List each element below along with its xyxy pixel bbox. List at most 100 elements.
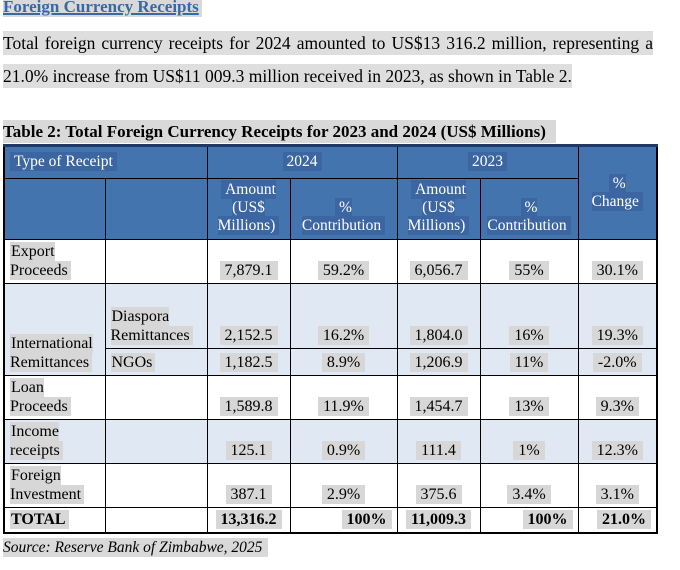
- amount-2024-cell: 125.1: [206, 419, 291, 464]
- contribution-2023-cell: 11%: [479, 348, 579, 376]
- header-percent-change: % Change: [577, 145, 658, 240]
- table-row-total: TOTAL 13,316.2 100% 11,009.3 100% 21.0%: [3, 507, 658, 534]
- header-percent-change-label: % Change: [591, 173, 643, 211]
- table-row-loan-proceeds: Loan Proceeds 1,589.8 11.9% 1,454.7 13% …: [3, 375, 658, 420]
- amount-2023-value: 6,056.7: [409, 261, 468, 280]
- header-group-2023-label: 2023: [468, 152, 507, 171]
- contribution-2023-cell: 55%: [479, 239, 579, 284]
- contribution-2024-value: 16.2%: [317, 326, 370, 345]
- amount-2024-value: 2,152.5: [219, 326, 278, 345]
- contribution-2023-cell: 100%: [479, 507, 579, 534]
- header-amount-2024: Amount (US$ Millions): [206, 178, 291, 240]
- table-caption: Table 2: Total Foreign Currency Receipts…: [3, 120, 657, 143]
- amount-2023-cell: 6,056.7: [396, 239, 481, 284]
- header-type-of-receipt-label: Type of Receipt: [10, 152, 117, 171]
- contribution-2024-value: 100%: [341, 510, 392, 529]
- header-group-2023: 2023: [396, 145, 579, 179]
- category-cell: TOTAL: [3, 507, 106, 534]
- percent-change-value: 9.3%: [595, 397, 639, 416]
- contribution-2024-cell: 8.9%: [289, 348, 398, 376]
- amount-2023-value: 375.6: [415, 485, 462, 504]
- contribution-2023-cell: 1%: [479, 419, 579, 464]
- category-label: Income receipts: [10, 422, 63, 460]
- table-row-ngos: NGOs 1,182.5 8.9% 1,206.9 11% -2.0%: [4, 348, 658, 376]
- header-type-of-receipt: Type of Receipt: [3, 145, 208, 179]
- category-cell: International Remittances: [3, 283, 106, 376]
- header-contribution-2023: % Contribution: [479, 178, 579, 240]
- amount-2024-value: 7,879.1: [219, 261, 278, 280]
- table-row-income-receipts: Income receipts 125.1 0.9% 111.4 1% 12.3…: [3, 419, 658, 464]
- amount-2023-cell: 11,009.3: [396, 507, 481, 534]
- header-amount-2023: Amount (US$ Millions): [396, 178, 481, 240]
- amount-2023-cell: 1,206.9: [396, 348, 481, 376]
- amount-2023-cell: 1,454.7: [396, 375, 481, 420]
- contribution-2023-value: 13%: [509, 397, 549, 416]
- subcategory-cell: [104, 419, 208, 464]
- amount-2024-cell: 1,589.8: [206, 375, 291, 420]
- contribution-2023-value: 55%: [509, 261, 549, 280]
- percent-change-value: 12.3%: [591, 441, 643, 460]
- contribution-2023-cell: 3.4%: [479, 463, 579, 508]
- percent-change-cell: 19.3%: [577, 283, 658, 349]
- header-group-2024-label: 2024: [282, 152, 322, 171]
- contribution-2024-value: 8.9%: [321, 353, 366, 372]
- document-page: Foreign Currency Receipts Total foreign …: [3, 0, 658, 558]
- percent-change-value: 3.1%: [595, 485, 639, 504]
- subcategory-cell: Diaspora Remittances: [104, 283, 208, 349]
- category-cell: Export Proceeds: [3, 239, 106, 284]
- category-cell: Loan Proceeds: [3, 375, 106, 420]
- percent-change-cell: 21.0%: [577, 507, 658, 534]
- subcategory-label: NGOs: [110, 353, 156, 372]
- category-label: Foreign Investment: [10, 466, 85, 504]
- source-note: Source: Reserve Bank of Zimbabwe, 2025: [3, 538, 657, 558]
- amount-2024-value: 125.1: [225, 441, 272, 460]
- contribution-2023-value: 3.4%: [507, 485, 551, 504]
- amount-2023-value: 1,804.0: [409, 326, 468, 345]
- source-note-text: Source: Reserve Bank of Zimbabwe, 2025: [3, 538, 269, 557]
- header-row-groups: Type of Receipt 2024 2023 % Change: [3, 145, 658, 240]
- category-label: Loan Proceeds: [10, 378, 71, 416]
- percent-change-value: 21.0%: [597, 510, 651, 529]
- subcategory-label: Diaspora Remittances: [110, 307, 193, 345]
- contribution-2023-cell: 16%: [479, 283, 579, 349]
- category-cell: Foreign Investment: [3, 463, 106, 508]
- header-empty-cell: [104, 178, 208, 240]
- intro-paragraph-text: Total foreign currency receipts for 2024…: [3, 31, 653, 88]
- amount-2024-cell: 387.1: [206, 463, 291, 508]
- amount-2023-value: 111.4: [416, 441, 461, 460]
- header-contribution-2024: % Contribution: [289, 178, 398, 240]
- subcategory-cell: [104, 375, 208, 420]
- header-amount-2023-label: Amount (US$ Millions): [407, 180, 470, 235]
- amount-2023-value: 11,009.3: [405, 510, 472, 529]
- amount-2024-value: 1,182.5: [219, 353, 278, 372]
- table-row-diaspora-remittances: International Remittances Diaspora Remit…: [3, 283, 658, 376]
- percent-change-cell: 9.3%: [577, 375, 658, 420]
- contribution-2024-value: 59.2%: [317, 261, 370, 280]
- header-contribution-2023-label: % Contribution: [487, 198, 571, 235]
- contribution-2023-value: 11%: [509, 353, 549, 372]
- amount-2023-cell: 1,804.0: [396, 283, 481, 349]
- amount-2024-value: 387.1: [225, 485, 272, 504]
- amount-2024-cell: 1,182.5: [206, 348, 291, 376]
- amount-2024-value: 1,589.8: [219, 397, 278, 416]
- category-label: Export Proceeds: [10, 242, 71, 280]
- total-label: TOTAL: [10, 510, 69, 529]
- amount-2024-value: 13,316.2: [215, 510, 282, 529]
- header-row-sub: Amount (US$ Millions) % Contribution Amo…: [3, 178, 657, 240]
- header-contribution-2024-label: % Contribution: [301, 198, 386, 235]
- page-title: Foreign Currency Receipts: [3, 0, 657, 17]
- contribution-2024-cell: 2.9%: [289, 463, 398, 508]
- contribution-2024-cell: 16.2%: [289, 283, 398, 349]
- category-cell: Income receipts: [3, 419, 106, 464]
- amount-2023-value: 1,206.9: [409, 353, 468, 372]
- percent-change-value: 30.1%: [591, 261, 643, 280]
- contribution-2023-value: 100%: [522, 510, 573, 529]
- contribution-2023-cell: 13%: [479, 375, 579, 420]
- percent-change-value: 19.3%: [591, 326, 643, 345]
- header-group-2024: 2024: [206, 145, 398, 179]
- intro-paragraph: Total foreign currency receipts for 2024…: [3, 27, 653, 93]
- contribution-2024-value: 0.9%: [321, 441, 366, 460]
- contribution-2023-value: 16%: [509, 326, 549, 345]
- contribution-2024-cell: 11.9%: [289, 375, 398, 420]
- contribution-2023-value: 1%: [513, 441, 545, 460]
